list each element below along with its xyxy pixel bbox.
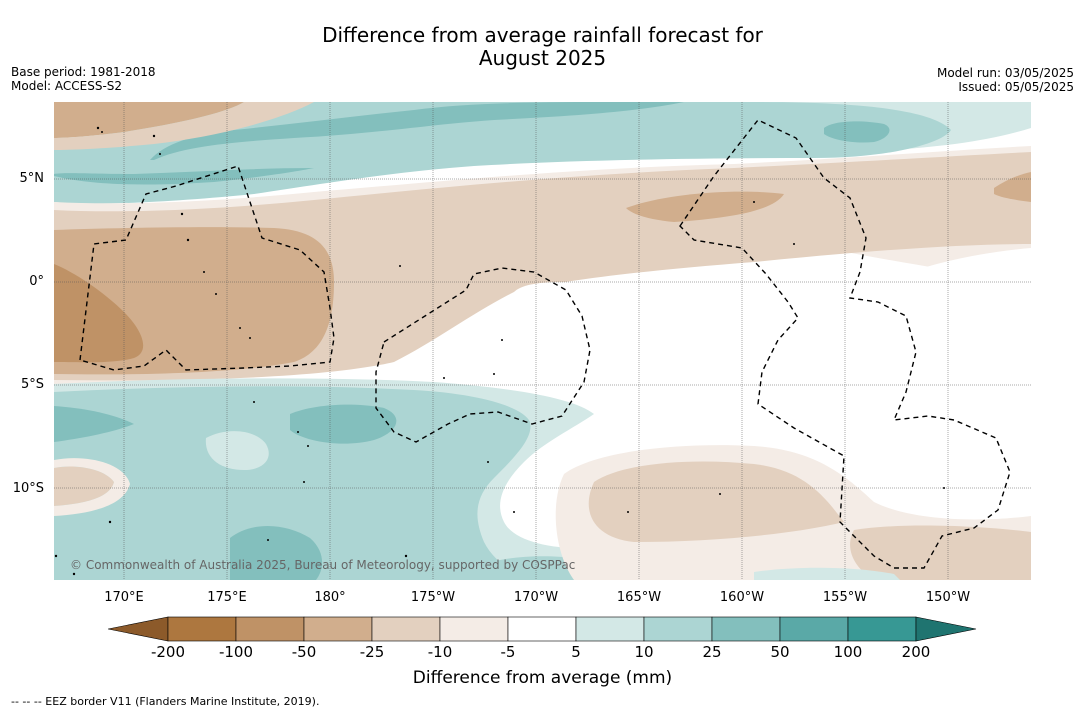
wet-core-south-central	[290, 404, 397, 444]
model-run: Model run: 03/05/2025	[936, 66, 1074, 80]
colorbar-segment	[167, 616, 237, 642]
eez-east	[679, 119, 1011, 569]
meta-right: Model run: 03/05/2025 Issued: 05/05/2025	[937, 66, 1074, 94]
graticule	[54, 102, 1031, 580]
colorbar-extend-low	[108, 616, 169, 642]
wet-blob-northeast	[824, 121, 890, 143]
rainfall-map	[54, 102, 1031, 580]
colorbar-label-7: 5	[571, 643, 581, 661]
lon-label-175e: 175°E	[207, 590, 247, 605]
wet-core-south-lower	[230, 526, 323, 580]
colorbar-segments	[108, 616, 977, 642]
colorbar-label-9: 25	[702, 643, 722, 661]
eez-borders	[79, 119, 1011, 569]
eez-legend-footnote: -- -- -- EEZ border V11 (Flanders Marine…	[11, 695, 320, 708]
lon-label-170e: 170°E	[104, 590, 144, 605]
colorbar-label-1: -200	[150, 643, 186, 661]
colorbar-segment	[643, 616, 713, 642]
dry-blob-southwest	[54, 466, 114, 506]
colorbar	[108, 616, 977, 642]
neutral-hole-south	[205, 431, 269, 470]
copyright-notice: © Commonwealth of Australia 2025, Bureau…	[70, 558, 576, 572]
colorbar-label-6: -5	[500, 643, 516, 661]
map-title-line1: Difference from average rainfall forecas…	[322, 23, 763, 47]
dry-band-southeast-main	[588, 461, 844, 542]
meta-left: Base period: 1981-2018 Model: ACCESS-S2	[11, 65, 156, 93]
colorbar-label-8: 10	[634, 643, 654, 661]
wet-blob-south-east	[754, 567, 900, 580]
dry-blob-southwest-outer	[54, 458, 130, 516]
colorbar-segment	[303, 616, 373, 642]
colorbar-label-4: -25	[359, 643, 385, 661]
colorbar-segment	[507, 616, 577, 642]
lon-label-150w: 150°W	[925, 590, 971, 605]
lon-label-180: 180°	[314, 590, 346, 605]
issued-date: Issued: 05/05/2025	[958, 80, 1074, 94]
colorbar-label-11: 100	[833, 643, 863, 661]
colorbar-label-2: -100	[218, 643, 254, 661]
lat-label-0: 0°	[29, 274, 44, 289]
colorbar-segment	[371, 616, 441, 642]
dry-core-west	[54, 264, 144, 363]
colorbar-segment	[847, 616, 917, 642]
colorbar-extend-high	[915, 616, 977, 642]
map-canvas	[54, 102, 1031, 580]
lat-label-10s: 10°S	[12, 481, 44, 496]
lat-label-5s: 5°S	[20, 377, 44, 392]
colorbar-segment	[711, 616, 781, 642]
colorbar-label-10: 50	[770, 643, 790, 661]
colorbar-label-12: 200	[901, 643, 931, 661]
colorbar-segment	[235, 616, 305, 642]
neutral-pocket-east	[750, 248, 1031, 368]
colorbar-segment	[439, 616, 509, 642]
eez-central	[375, 267, 591, 443]
wet-band-north-core	[54, 102, 684, 185]
lon-label-165w: 165°W	[616, 590, 662, 605]
colorbar-label-3: -50	[291, 643, 317, 661]
map-title-line2: August 2025	[478, 46, 607, 70]
colorbar-segment	[575, 616, 645, 642]
dry-blob-east	[626, 191, 784, 222]
lat-label-5n: 5°N	[19, 171, 45, 186]
colorbar-label-5: -10	[427, 643, 453, 661]
dry-corner-northwest-outer	[54, 102, 314, 150]
eez-west	[79, 165, 335, 371]
colorbar-title: Difference from average (mm)	[412, 668, 673, 688]
lon-label-170w: 170°W	[513, 590, 559, 605]
model-name: Model: ACCESS-S2	[11, 79, 123, 93]
base-period: Base period: 1981-2018	[11, 65, 156, 79]
dry-blob-far-east	[994, 172, 1031, 202]
wet-core-south-west	[54, 406, 134, 442]
wet-band-south-main	[54, 386, 531, 580]
dry-band-southeast-east	[850, 525, 1031, 580]
lon-label-155w: 155°W	[822, 590, 868, 605]
lon-label-160w: 160°W	[719, 590, 765, 605]
islands	[54, 126, 945, 576]
colorbar-segment	[779, 616, 849, 642]
lon-label-175w: 175°W	[410, 590, 456, 605]
dry-corner-northwest	[54, 102, 244, 138]
